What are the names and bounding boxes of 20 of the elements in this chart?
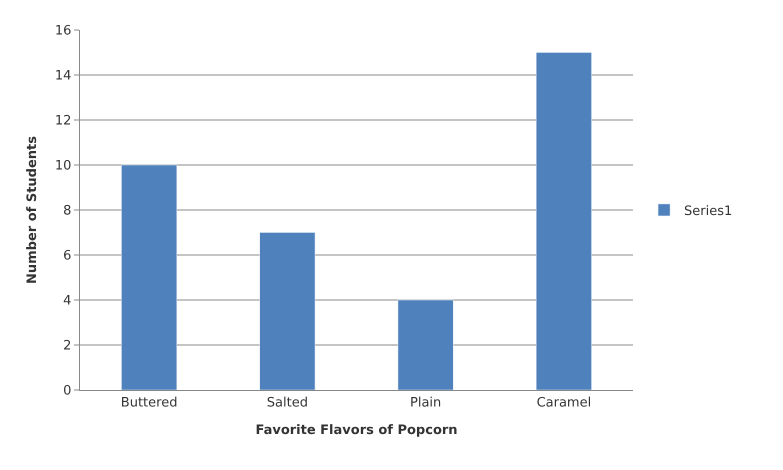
bar: [398, 300, 454, 390]
x-axis-title: Favorite Flavors of Popcorn: [255, 423, 458, 438]
x-tick-label: Buttered: [120, 396, 178, 411]
y-tick-label: 6: [63, 248, 72, 264]
x-tick-label: Salted: [266, 396, 308, 411]
bar: [536, 52, 592, 390]
y-tick-label: 12: [54, 114, 72, 129]
bar: [121, 164, 178, 390]
bar: [259, 232, 316, 390]
legend-label: Series1: [684, 204, 732, 220]
x-tick-label: Caramel: [536, 396, 592, 411]
y-tick-label: 0: [63, 384, 72, 399]
y-tick-label: 2: [63, 338, 72, 354]
y-tick-label: 14: [54, 68, 72, 84]
y-tick-label: 10: [54, 158, 72, 174]
y-axis-title: Number of Students: [24, 136, 40, 284]
y-tick-label: 16: [54, 24, 72, 39]
x-tick-label: Plain: [410, 396, 442, 411]
y-tick-label: 4: [63, 294, 72, 309]
y-tick-label: 8: [63, 204, 72, 219]
